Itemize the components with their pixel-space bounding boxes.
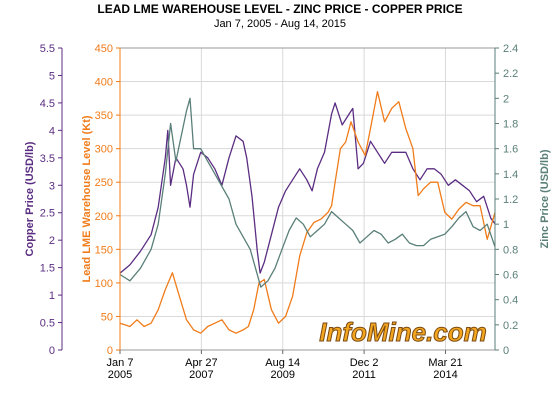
x-tick-label: Mar 21 [428, 357, 462, 369]
zinc-tick-label: 0.6 [503, 270, 518, 282]
copper-tick-label: 4.5 [40, 98, 55, 110]
lead-tick-label: 350 [95, 110, 113, 122]
zinc-tick-label: 1.6 [503, 144, 518, 156]
lead-tick-label: 300 [95, 144, 113, 156]
lead-tick-label: 400 [95, 77, 113, 89]
lead-tick-label: 50 [101, 311, 113, 323]
x-tick-label: 2009 [270, 369, 294, 381]
zinc-tick-label: 0.4 [503, 295, 518, 307]
watermark-text: InfoMine.com [319, 317, 487, 347]
zinc-tick-label: 1.4 [503, 169, 518, 181]
x-tick-label: 2014 [433, 369, 457, 381]
zinc-tick-label: 0.8 [503, 244, 518, 256]
chart-title: LEAD LME WAREHOUSE LEVEL - ZINC PRICE - … [97, 2, 462, 16]
zinc-tick-label: 1.8 [503, 119, 518, 131]
copper-tick-label: 1.5 [40, 263, 55, 275]
copper-tick-label: 5 [49, 70, 55, 82]
x-tick-label: 2007 [189, 369, 213, 381]
zinc-tick-label: 2.4 [503, 43, 518, 55]
grid [119, 47, 495, 351]
copper-tick-label: 3.5 [40, 153, 55, 165]
lead-tick-label: 200 [95, 211, 113, 223]
copper-tick-label: 0 [49, 345, 55, 357]
zinc-tick-label: 2 [503, 93, 509, 105]
lead-tick-label: 150 [95, 244, 113, 256]
zinc-tick-label: 0 [503, 345, 509, 357]
zinc-series-line [119, 97, 496, 288]
x-tick-label: 2005 [108, 369, 132, 381]
chart-subtitle: Jan 7, 2005 - Aug 14, 2015 [214, 18, 346, 30]
copper-tick-label: 1 [49, 290, 55, 302]
zinc-tick-label: 0.2 [503, 320, 518, 332]
lead-tick-label: 100 [95, 278, 113, 290]
x-tick-label: Apr 27 [185, 357, 217, 369]
x-tick-label: Jan 7 [107, 357, 134, 369]
copper-axis-label: Copper Price (USD/lb) [24, 141, 36, 256]
lead-tick-label: 450 [95, 43, 113, 55]
lead-axis-label: Lead LME Warehouse Level (Kt) [81, 115, 93, 282]
lead-tick-label: 250 [95, 177, 113, 189]
copper-tick-label: 3 [49, 180, 55, 192]
copper-tick-label: 5.5 [40, 43, 55, 55]
x-tick-label: Dec 2 [350, 357, 379, 369]
series-group [119, 90, 496, 334]
zinc-tick-label: 1.2 [503, 194, 518, 206]
zinc-tick-label: 2.2 [503, 68, 518, 80]
copper-tick-label: 2.5 [40, 208, 55, 220]
copper-tick-label: 0.5 [40, 318, 55, 330]
x-tick-label: Aug 14 [265, 357, 300, 369]
copper-tick-label: 4 [49, 125, 55, 137]
x-tick-label: 2011 [352, 369, 376, 381]
lead-series-line [119, 90, 496, 334]
zinc-tick-label: 1 [503, 219, 509, 231]
copper-tick-label: 2 [49, 235, 55, 247]
copper-series-line [119, 102, 496, 274]
lead-tick-label: 0 [107, 345, 113, 357]
zinc-axis-label: Zinc Price (USD/lb) [539, 149, 551, 248]
plot-frame [119, 47, 496, 351]
